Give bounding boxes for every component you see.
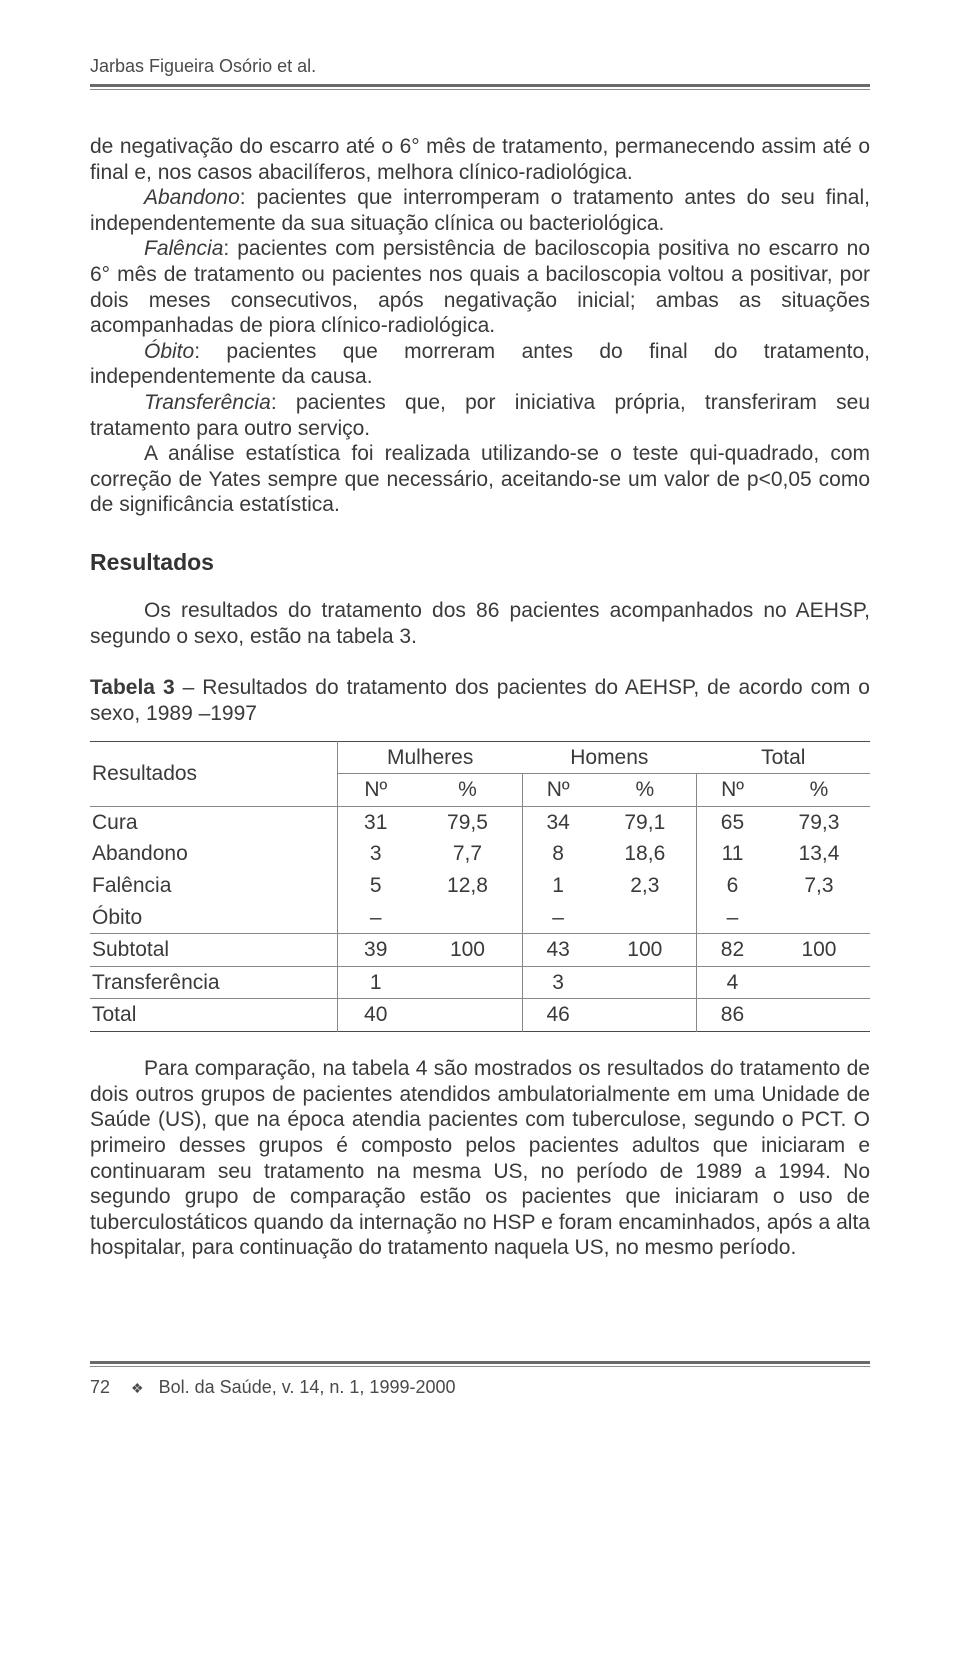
subcol-n-3: Nº bbox=[697, 774, 768, 807]
subcol-n-2: Nº bbox=[522, 774, 593, 807]
cell: – bbox=[522, 902, 593, 934]
cell: 82 bbox=[697, 934, 768, 967]
table-row: Falência 5 12,8 1 2,3 6 7,3 bbox=[90, 870, 870, 902]
cell: 4 bbox=[697, 966, 768, 999]
subcol-p-2: % bbox=[594, 774, 697, 807]
para-analise: A análise estatística foi realizada util… bbox=[90, 441, 870, 518]
row-label: Total bbox=[90, 999, 338, 1032]
subcol-p-3: % bbox=[768, 774, 870, 807]
subcol-p-1: % bbox=[413, 774, 522, 807]
text-obito: : pacientes que morreram antes do final … bbox=[90, 340, 870, 389]
footer-rule-thick bbox=[90, 1361, 870, 1364]
label-obito: Óbito bbox=[144, 340, 194, 363]
col-header-homens: Homens bbox=[522, 741, 696, 774]
header-rule-thin bbox=[90, 89, 870, 90]
cell bbox=[413, 902, 522, 934]
label-falencia: Falência bbox=[144, 237, 223, 260]
cell: 65 bbox=[697, 806, 768, 838]
body-text-2: Os resultados do tratamento dos 86 pacie… bbox=[90, 598, 870, 649]
row-label: Óbito bbox=[90, 902, 338, 934]
table-row-transfer: Transferência 1 3 4 bbox=[90, 966, 870, 999]
table-caption-text: – Resultados do tratamento dos pacientes… bbox=[90, 676, 870, 725]
table-caption-bold: Tabela 3 bbox=[90, 676, 175, 699]
cell: 31 bbox=[338, 806, 414, 838]
footer-rule-thin bbox=[90, 1366, 870, 1367]
row-label: Abandono bbox=[90, 838, 338, 870]
footer-citation: Bol. da Saúde, v. 14, n. 1, 1999-2000 bbox=[159, 1377, 456, 1397]
row-label: Falência bbox=[90, 870, 338, 902]
cell: 7,3 bbox=[768, 870, 870, 902]
cell bbox=[768, 966, 870, 999]
cell: 1 bbox=[522, 870, 593, 902]
cell: 86 bbox=[697, 999, 768, 1032]
cell bbox=[413, 966, 522, 999]
cell: 34 bbox=[522, 806, 593, 838]
cell: 79,5 bbox=[413, 806, 522, 838]
cell: 100 bbox=[413, 934, 522, 967]
para-transferencia: Transferência: pacientes que, por inicia… bbox=[90, 390, 870, 441]
cell bbox=[768, 902, 870, 934]
para-abandono: Abandono: pacientes que interromperam o … bbox=[90, 185, 870, 236]
table-row: Cura 31 79,5 34 79,1 65 79,3 bbox=[90, 806, 870, 838]
row-label: Cura bbox=[90, 806, 338, 838]
cell: 100 bbox=[768, 934, 870, 967]
cell: 46 bbox=[522, 999, 593, 1032]
col-header-mulheres: Mulheres bbox=[338, 741, 522, 774]
row-label: Subtotal bbox=[90, 934, 338, 967]
cell: 79,1 bbox=[594, 806, 697, 838]
cell bbox=[768, 999, 870, 1032]
cell: – bbox=[697, 902, 768, 934]
table-body: Cura 31 79,5 34 79,1 65 79,3 Abandono 3 … bbox=[90, 806, 870, 1031]
para-1: de negativação do escarro até o 6° mês d… bbox=[90, 134, 870, 185]
cell bbox=[594, 902, 697, 934]
footer-line: 72 ❖ Bol. da Saúde, v. 14, n. 1, 1999-20… bbox=[90, 1377, 870, 1399]
cell: 13,4 bbox=[768, 838, 870, 870]
cell: 79,3 bbox=[768, 806, 870, 838]
label-transferencia: Transferência bbox=[144, 391, 271, 414]
row-label: Transferência bbox=[90, 966, 338, 999]
label-abandono: Abandono bbox=[144, 186, 240, 209]
cell: 5 bbox=[338, 870, 414, 902]
col-header-resultados: Resultados bbox=[90, 741, 338, 806]
para-falencia: Falência: pacientes com persistência de … bbox=[90, 236, 870, 338]
running-head: Jarbas Figueira Osório et al. bbox=[90, 56, 870, 78]
header-rule-thick bbox=[90, 84, 870, 87]
cell bbox=[594, 966, 697, 999]
table-row: Abandono 3 7,7 8 18,6 11 13,4 bbox=[90, 838, 870, 870]
page-footer: 72 ❖ Bol. da Saúde, v. 14, n. 1, 1999-20… bbox=[90, 1361, 870, 1399]
para-comparacao: Para comparação, na tabela 4 são mostrad… bbox=[90, 1056, 870, 1261]
cell: 43 bbox=[522, 934, 593, 967]
cell: 7,7 bbox=[413, 838, 522, 870]
cell: 3 bbox=[338, 838, 414, 870]
section-heading-resultados: Resultados bbox=[90, 548, 870, 576]
cell: 100 bbox=[594, 934, 697, 967]
cell bbox=[594, 999, 697, 1032]
page-number: 72 bbox=[90, 1377, 110, 1397]
para-resultados-intro: Os resultados do tratamento dos 86 pacie… bbox=[90, 598, 870, 649]
para-obito: Óbito: pacientes que morreram antes do f… bbox=[90, 339, 870, 390]
col-header-total: Total bbox=[697, 741, 871, 774]
diamond-icon: ❖ bbox=[131, 1380, 144, 1396]
cell: 40 bbox=[338, 999, 414, 1032]
cell: – bbox=[338, 902, 414, 934]
cell: 3 bbox=[522, 966, 593, 999]
cell: 2,3 bbox=[594, 870, 697, 902]
body-text-3: Para comparação, na tabela 4 são mostrad… bbox=[90, 1056, 870, 1261]
cell: 1 bbox=[338, 966, 414, 999]
cell: 8 bbox=[522, 838, 593, 870]
cell: 6 bbox=[697, 870, 768, 902]
cell: 11 bbox=[697, 838, 768, 870]
body-text: de negativação do escarro até o 6° mês d… bbox=[90, 134, 870, 518]
subcol-n-1: Nº bbox=[338, 774, 414, 807]
cell: 18,6 bbox=[594, 838, 697, 870]
table-row-subtotal: Subtotal 39 100 43 100 82 100 bbox=[90, 934, 870, 967]
table-row: Óbito – – – bbox=[90, 902, 870, 934]
results-table: Resultados Mulheres Homens Total Nº % Nº… bbox=[90, 741, 870, 1032]
cell bbox=[413, 999, 522, 1032]
cell: 12,8 bbox=[413, 870, 522, 902]
cell: 39 bbox=[338, 934, 414, 967]
table-row-total: Total 40 46 86 bbox=[90, 999, 870, 1032]
table-header-row-1: Resultados Mulheres Homens Total bbox=[90, 741, 870, 774]
table-caption: Tabela 3 – Resultados do tratamento dos … bbox=[90, 675, 870, 726]
